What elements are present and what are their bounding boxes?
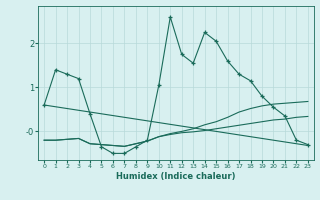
X-axis label: Humidex (Indice chaleur): Humidex (Indice chaleur) bbox=[116, 172, 236, 181]
